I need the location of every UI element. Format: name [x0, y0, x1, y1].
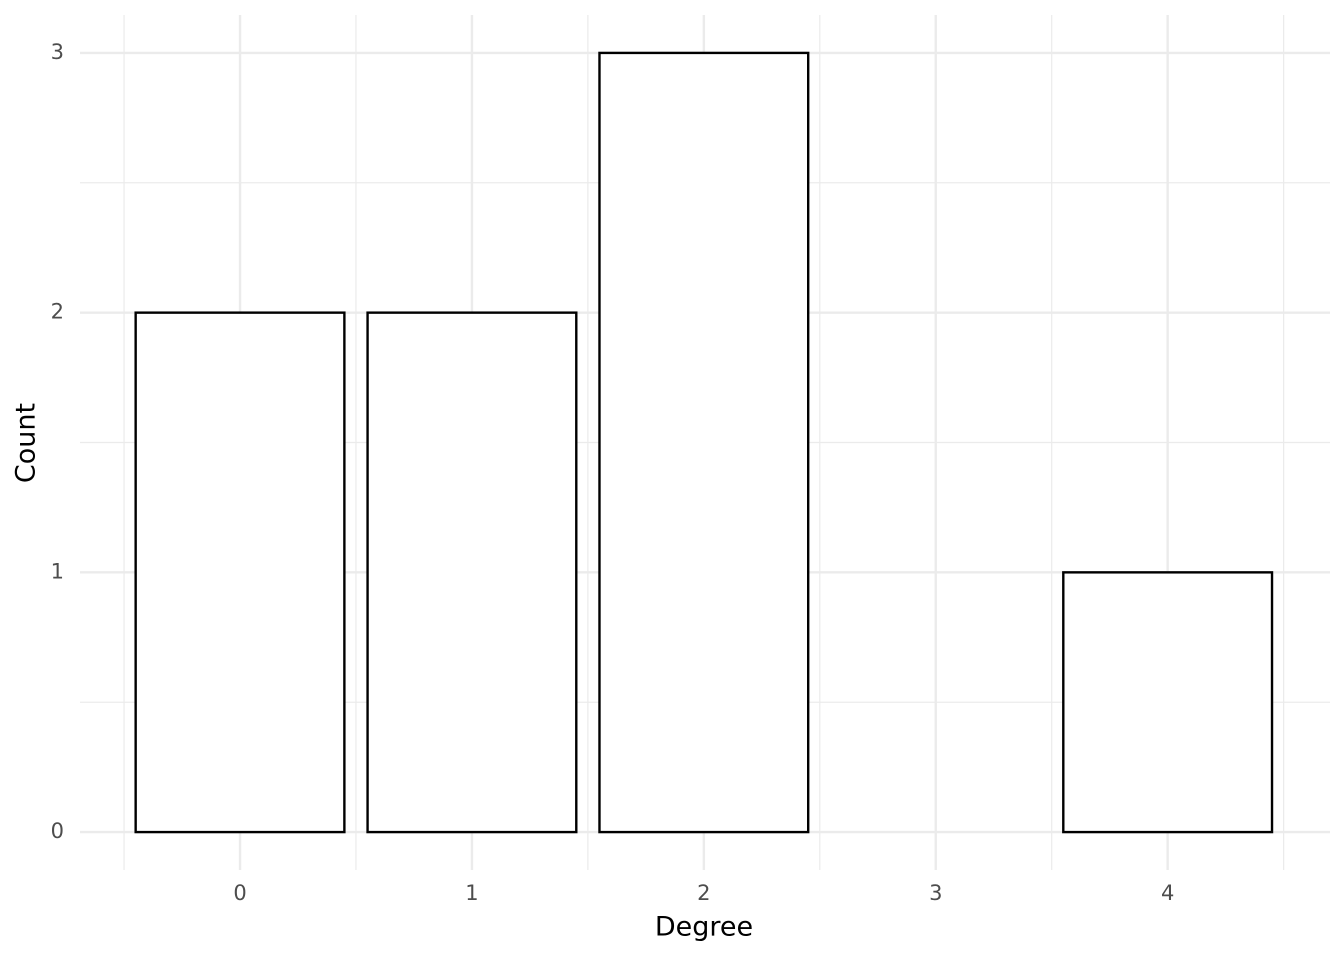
x-tick-label: 3 — [929, 881, 942, 905]
y-tick-label: 2 — [51, 300, 64, 324]
y-axis-title: Count — [11, 403, 42, 483]
bar — [598, 51, 810, 834]
bar — [366, 311, 578, 834]
x-tick-label: 4 — [1161, 881, 1174, 905]
x-tick-label: 1 — [465, 881, 478, 905]
y-tick-label: 0 — [51, 819, 64, 843]
y-tick-label: 1 — [51, 559, 64, 583]
bars — [134, 51, 1274, 834]
bar — [1062, 571, 1274, 834]
x-axis-title: Degree — [655, 912, 753, 943]
x-tick-label: 0 — [233, 881, 246, 905]
bar — [134, 311, 346, 834]
labels: 0 1 2 3 0 1 2 3 4 — [51, 40, 1175, 905]
x-tick-label: 2 — [697, 881, 710, 905]
y-tick-label: 3 — [51, 40, 64, 64]
